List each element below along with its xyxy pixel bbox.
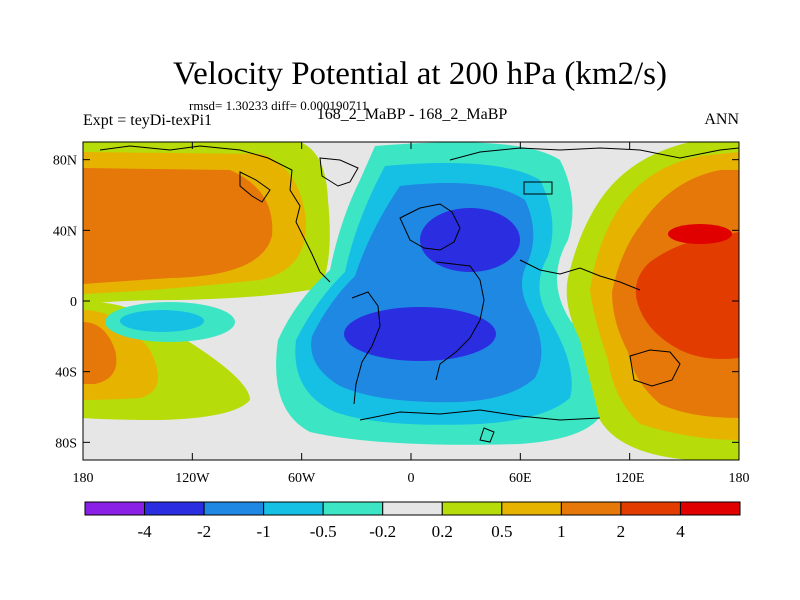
x-axis: 180 120W 60W 0 60E 120E 180	[73, 142, 750, 486]
colorbar-swatch	[322, 501, 384, 516]
colorbar-swatch	[84, 501, 146, 516]
map-plot-area	[83, 142, 739, 460]
case-label: 168_2_MaBP - 168_2_MaBP	[317, 106, 508, 123]
y-tick-label: 40N	[53, 224, 77, 239]
colorbar-label: -1	[257, 522, 271, 541]
season-label: ANN	[704, 111, 739, 128]
colorbar-label: 1	[557, 522, 566, 541]
y-tick-label: 80N	[53, 154, 77, 169]
colorbar-label: 0.5	[491, 522, 512, 541]
colorbar-label: -0.5	[310, 522, 337, 541]
colorbar-swatch	[441, 501, 503, 516]
x-tick-label: 120E	[615, 471, 645, 486]
contour-east-2	[635, 232, 739, 359]
x-tick-label: 180	[73, 471, 94, 486]
colorbar-label: 4	[676, 522, 685, 541]
y-tick-label: 40S	[55, 366, 77, 381]
y-tick-label: 0	[70, 295, 77, 310]
contour-east-4	[668, 224, 732, 244]
colorbar-label: -0.2	[369, 522, 396, 541]
colorbar-swatch	[620, 501, 681, 516]
x-tick-label: 60E	[509, 471, 532, 486]
colorbar-label: 0.2	[432, 522, 453, 541]
plot-title: Velocity Potential at 200 hPa (km2/s)	[173, 56, 667, 92]
x-tick-label: 120W	[175, 471, 210, 486]
x-tick-label: 180	[729, 471, 750, 486]
colorbar-swatch	[263, 501, 324, 516]
contour-west-1	[83, 168, 273, 284]
colorbar-swatch	[382, 501, 443, 516]
colorbar-swatch	[203, 501, 265, 516]
x-tick-label: 60W	[288, 471, 316, 486]
contour-southwest-1	[83, 322, 117, 384]
coastlines	[99, 145, 739, 443]
contour-central-neg-2-south	[344, 307, 496, 361]
colorbar-swatch	[144, 501, 205, 516]
colorbar-label: -2	[197, 522, 211, 541]
experiment-label: Expt = teyDi-texPi1	[83, 112, 212, 129]
y-tick-label: 80S	[55, 436, 77, 451]
y-axis: 80N 40N 0 40S 80S	[53, 154, 739, 451]
colorbar: -4 -2 -1 -0.5 -0.2 0.2 0.5 1 2 4	[84, 501, 741, 541]
colorbar-swatch	[501, 501, 562, 516]
contour-south-pacific-neg-0.5	[120, 310, 204, 332]
colorbar-swatch	[679, 501, 741, 516]
contour-central-neg-2-north	[420, 208, 520, 272]
colorbar-label: -4	[137, 522, 152, 541]
x-tick-label: 0	[408, 471, 415, 486]
stats-text: rmsd= 1.30233 diff= 0.000190711	[189, 98, 368, 113]
colorbar-swatch	[560, 501, 622, 516]
colorbar-label: 2	[617, 522, 626, 541]
